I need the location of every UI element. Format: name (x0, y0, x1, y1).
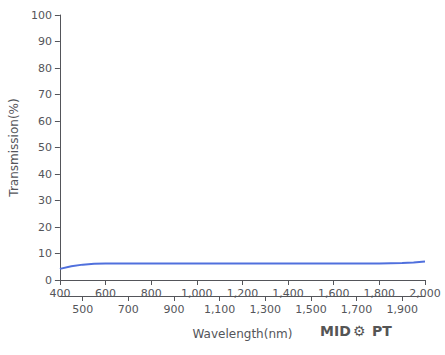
svg-text:100: 100 (31, 9, 52, 22)
svg-text:PT: PT (372, 323, 392, 339)
svg-text:30: 30 (38, 194, 52, 207)
svg-text:500: 500 (72, 303, 93, 316)
svg-text:40: 40 (38, 168, 52, 181)
svg-text:80: 80 (38, 62, 52, 75)
svg-text:1,100: 1,100 (204, 303, 236, 316)
svg-text:60: 60 (38, 115, 52, 128)
svg-text:MID: MID (320, 323, 351, 339)
svg-text:70: 70 (38, 88, 52, 101)
svg-text:1,400: 1,400 (272, 287, 304, 300)
svg-text:1,200: 1,200 (227, 287, 259, 300)
svg-text:⚙: ⚙ (353, 323, 366, 339)
svg-text:700: 700 (118, 303, 139, 316)
svg-text:10: 10 (38, 247, 52, 260)
svg-text:1,800: 1,800 (364, 287, 396, 300)
svg-text:1,600: 1,600 (318, 287, 350, 300)
svg-text:1,300: 1,300 (250, 303, 282, 316)
svg-text:2,000: 2,000 (409, 287, 441, 300)
svg-text:1,900: 1,900 (386, 303, 418, 316)
svg-text:Transmission(%): Transmission(%) (7, 98, 21, 197)
svg-text:900: 900 (163, 303, 184, 316)
svg-text:50: 50 (38, 141, 52, 154)
svg-text:0: 0 (45, 274, 52, 287)
svg-text:1,000: 1,000 (181, 287, 213, 300)
svg-text:90: 90 (38, 35, 52, 48)
svg-text:600: 600 (95, 287, 116, 300)
svg-text:800: 800 (141, 287, 162, 300)
svg-text:Wavelength(nm): Wavelength(nm) (193, 327, 293, 341)
svg-text:400: 400 (49, 287, 70, 300)
svg-text:20: 20 (38, 221, 52, 234)
svg-text:1,500: 1,500 (295, 303, 327, 316)
svg-text:1,700: 1,700 (341, 303, 373, 316)
